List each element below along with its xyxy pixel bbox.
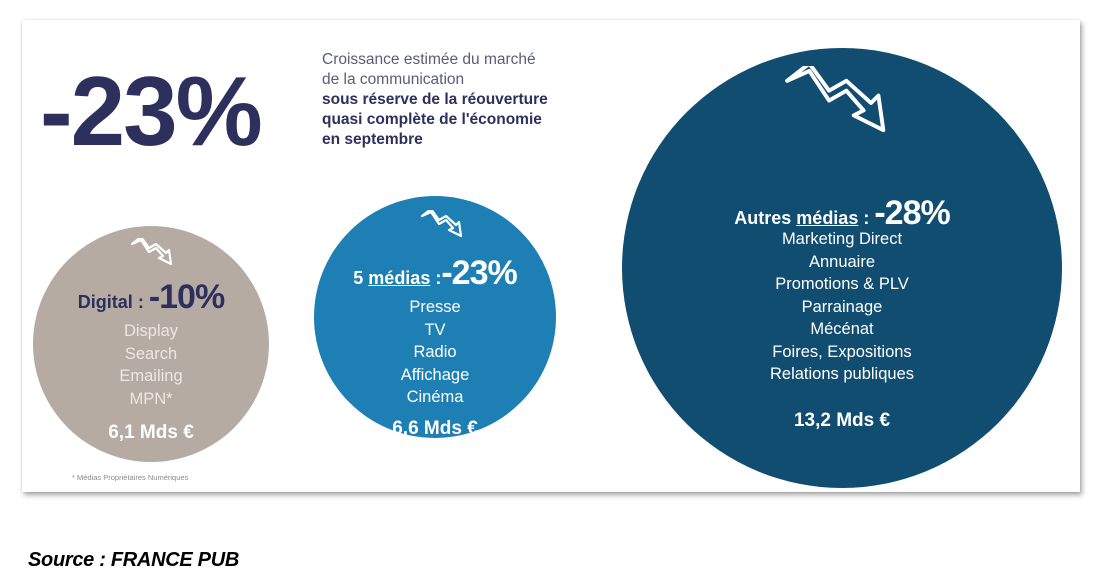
list-item: Display bbox=[123, 322, 179, 340]
other-media-circle: Autres médias : -28% Marketing Direct An… bbox=[622, 48, 1062, 488]
headline-line-1: Croissance estimée du marché bbox=[322, 51, 536, 68]
list-item: TV bbox=[424, 320, 446, 339]
five-media-percentage: -23% bbox=[441, 254, 517, 292]
list-item: Radio bbox=[413, 343, 457, 361]
digital-circle: Digital : -10% Display Search Emailing M… bbox=[33, 226, 269, 462]
headline-description: Croissance estimée du marché de la commu… bbox=[322, 50, 622, 150]
digital-percentage: -10% bbox=[148, 278, 225, 316]
digital-name: Digital bbox=[77, 292, 133, 312]
trend-down-arrow-icon bbox=[130, 238, 173, 266]
trend-down-arrow-icon bbox=[785, 66, 886, 133]
headline-line-2: de la communication bbox=[322, 71, 465, 88]
list-item: Emailing bbox=[119, 367, 183, 385]
five-media-circle: 5 médias :-23% Presse TV Radio Affichage… bbox=[314, 196, 556, 439]
digital-items: Display Search Emailing MPN* bbox=[33, 320, 269, 410]
list-item: Mécénat bbox=[810, 320, 874, 338]
other-media-total: 13,2 Mds € bbox=[793, 410, 891, 431]
trend-down-arrow-icon bbox=[420, 210, 463, 238]
list-item: MPN* bbox=[129, 389, 173, 408]
other-media-items: Marketing Direct Annuaire Promotions & P… bbox=[622, 228, 1062, 386]
list-item: Affichage bbox=[400, 365, 470, 384]
five-media-name-underlined: médias bbox=[368, 268, 431, 288]
digital-separator: : bbox=[132, 292, 149, 312]
five-media-name-prefix: 5 bbox=[353, 268, 369, 288]
list-item: Relations publiques bbox=[769, 365, 914, 383]
footnote: * Médias Propriétaires Numériques bbox=[72, 473, 189, 482]
list-item: Cinéma bbox=[406, 388, 464, 406]
source-caption: Source : FRANCE PUB bbox=[28, 549, 239, 571]
other-media-name-underlined: médias bbox=[796, 208, 859, 228]
headline-line-4: quasi complète de l'économie bbox=[322, 111, 542, 128]
five-media-total: 6,6 Mds € bbox=[392, 418, 478, 439]
digital-total: 6,1 Mds € bbox=[108, 422, 194, 443]
list-item: Presse bbox=[409, 298, 461, 316]
other-media-separator: : bbox=[858, 208, 875, 228]
headline-line-5: en septembre bbox=[322, 131, 423, 148]
five-media-title: 5 médias :-23% bbox=[314, 254, 556, 293]
list-item: Parrainage bbox=[801, 297, 883, 316]
headline-percentage: -23% bbox=[40, 56, 263, 166]
headline-line-3: sous réserve de la réouverture bbox=[322, 91, 548, 108]
list-item: Marketing Direct bbox=[781, 230, 903, 248]
list-item: Promotions & PLV bbox=[775, 275, 909, 293]
other-media-name-prefix: Autres bbox=[734, 208, 797, 228]
five-media-separator: : bbox=[430, 268, 442, 288]
digital-title: Digital : -10% bbox=[33, 278, 269, 317]
list-item: Annuaire bbox=[808, 252, 876, 271]
other-media-percentage: -28% bbox=[874, 194, 950, 232]
list-item: Foires, Expositions bbox=[772, 342, 912, 361]
other-media-title: Autres médias : -28% bbox=[622, 194, 1062, 233]
list-item: Search bbox=[124, 344, 178, 363]
five-media-items: Presse TV Radio Affichage Cinéma bbox=[314, 296, 556, 409]
